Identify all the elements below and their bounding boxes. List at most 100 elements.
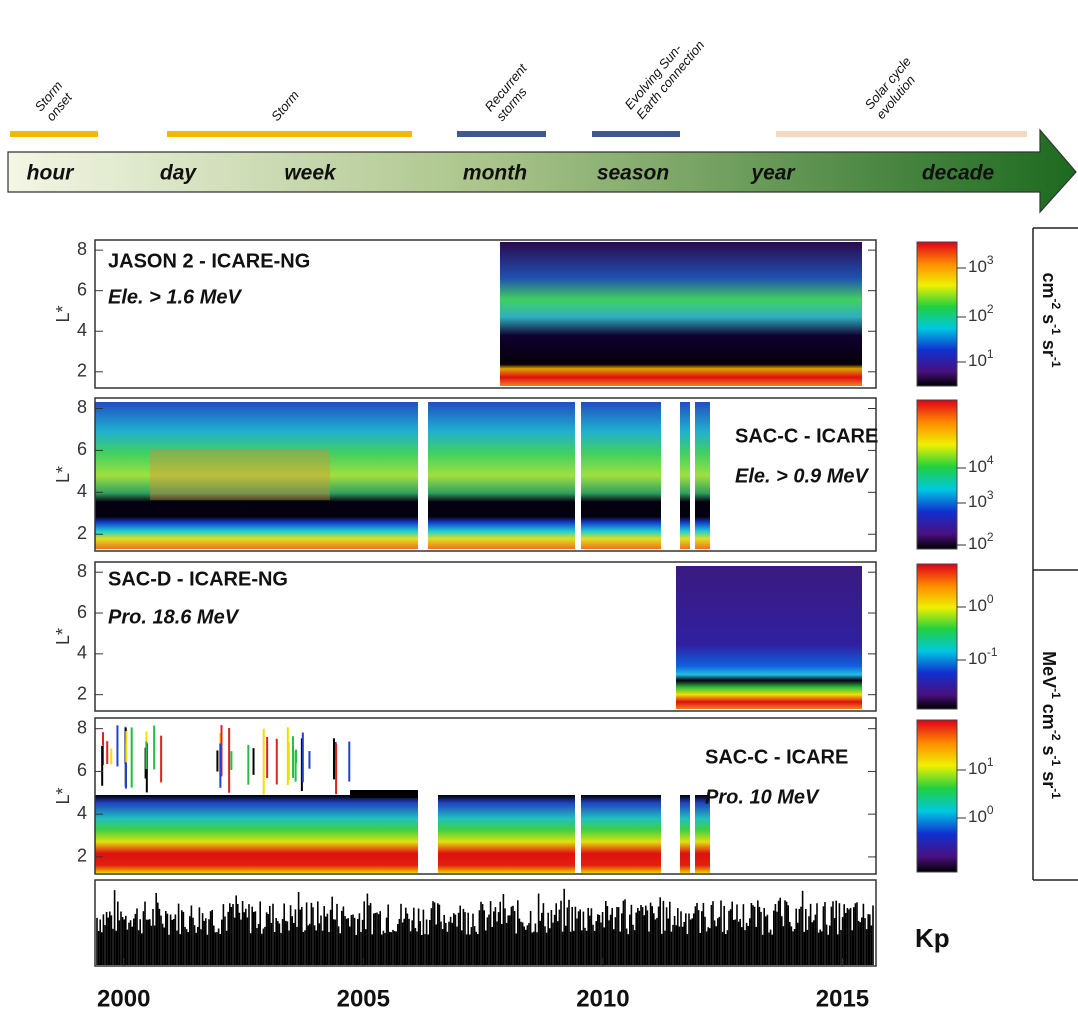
unit-base: sr (1039, 335, 1059, 357)
tick-exp: 1 (987, 755, 994, 769)
panel-frame (94, 397, 877, 552)
tick-exp: -1 (987, 645, 998, 659)
colorbar-tick-label: 104 (968, 453, 994, 476)
heatmap (350, 790, 418, 798)
colorbar-tick-label: 102 (968, 302, 994, 325)
tick-exp: 2 (987, 530, 994, 544)
heatmap-streaks (101, 725, 351, 795)
timescale-arrow (7, 128, 1077, 214)
unit-base: MeV (1039, 651, 1059, 688)
y-tick-label: 2 (77, 361, 87, 381)
x-tick-label: 2000 (97, 985, 150, 1012)
event-label: Recurrentstorms (482, 60, 543, 124)
tick-base: 10 (968, 596, 987, 615)
y-tick-label: 6 (77, 439, 87, 459)
panel-frame (94, 561, 877, 712)
panel-subtitle: Ele. > 0.9 MeV (735, 465, 870, 487)
unit-base: s (1039, 309, 1059, 324)
timescale-labels: hour day week month season year decade (27, 162, 995, 185)
event-label: Storm (268, 88, 302, 124)
x-axis: 2000 2005 2010 2015 (97, 958, 869, 1012)
timescale-label: decade (922, 162, 995, 185)
heatmap (695, 402, 710, 549)
x-tick-label: 2010 (576, 985, 629, 1012)
kp-frame (94, 879, 877, 967)
heatmap (428, 402, 575, 549)
heatmap (438, 795, 575, 873)
tick-base: 10 (968, 457, 987, 476)
y-tick-label: 8 (77, 239, 87, 259)
heatmap-patch (150, 450, 330, 500)
kp-label: Kp (915, 923, 950, 953)
y-tick-label: 6 (77, 602, 87, 622)
timescale-label: season (597, 162, 669, 185)
panel-subtitle: Pro. 10 MeV (705, 786, 820, 808)
panel-subtitle: Ele. > 1.6 MeV (108, 286, 243, 308)
unit-base: cm (1039, 272, 1059, 298)
y-axis-label: L* (53, 305, 73, 322)
kp-bars (96, 888, 874, 965)
y-tick-label: 2 (77, 683, 87, 703)
panel-frame (94, 239, 877, 389)
timescale-label: month (463, 162, 527, 185)
unit-exp: -1 (1049, 324, 1063, 335)
y-tick-label: 8 (77, 717, 87, 737)
y-tick-label: 4 (77, 320, 87, 340)
y-axis-label: L* (53, 466, 73, 483)
colorbar-tick-label: 101 (968, 755, 994, 778)
colorbar-tick-label: 102 (968, 530, 994, 553)
x-tick-label: 2005 (337, 985, 390, 1012)
tick-exp: 0 (987, 592, 994, 606)
timescale-label: day (160, 162, 198, 185)
tick-exp: 0 (987, 803, 994, 817)
colorbar-tick-label: 101 (968, 347, 994, 370)
events: Stormonset Storm Recurrentstorms Evolving S… (10, 38, 1027, 137)
panel-title: SAC-C - ICARE (735, 425, 878, 447)
unit-exp: -1 (1049, 688, 1063, 699)
unit-exp: -1 (1049, 788, 1063, 799)
heatmap (95, 402, 418, 549)
colorbar-tick-label: 100 (968, 803, 994, 826)
unit-base: sr (1039, 766, 1059, 788)
tick-base: 10 (968, 807, 987, 826)
colorbar-tick-label: 103 (968, 253, 994, 276)
y-tick-label: 4 (77, 643, 87, 663)
heatmap (581, 402, 661, 549)
panel-title: SAC-D - ICARE-NG (108, 568, 288, 590)
colorbar (916, 563, 958, 710)
heatmap (680, 402, 690, 549)
tick-exp: 4 (987, 453, 994, 467)
unit-base: cm (1039, 699, 1059, 730)
tick-base: 10 (968, 351, 987, 370)
tick-exp: 2 (987, 302, 994, 316)
event-label: Stormonset (32, 78, 77, 124)
event-label: Solar cycleevolution (862, 54, 926, 122)
tick-base: 10 (968, 649, 987, 668)
colorbar (916, 399, 958, 550)
tick-exp: 3 (987, 488, 994, 502)
tick-exp: 3 (987, 253, 994, 267)
y-axis-label: L* (53, 787, 73, 804)
unit-base: s (1039, 741, 1059, 756)
timescale-label: hour (27, 162, 75, 185)
heatmap (581, 795, 661, 873)
tick-base: 10 (968, 492, 987, 511)
y-tick-label: 2 (77, 523, 87, 543)
colorbar-tick-label: 103 (968, 488, 994, 511)
colorbar-tick-label: 10-1 (968, 645, 998, 668)
unit-exp: -1 (1049, 756, 1063, 767)
y-tick-label: 6 (77, 760, 87, 780)
y-tick-label: 2 (77, 846, 87, 866)
panel-title: JASON 2 - ICARE-NG (108, 250, 310, 272)
event-bar (776, 131, 1027, 137)
event-bar (167, 131, 412, 137)
unit-exp: -2 (1049, 730, 1063, 741)
tick-base: 10 (968, 306, 987, 325)
heatmaps (95, 242, 874, 965)
colorbar (916, 241, 958, 387)
event-bar (10, 131, 98, 137)
event-bar (457, 131, 546, 137)
